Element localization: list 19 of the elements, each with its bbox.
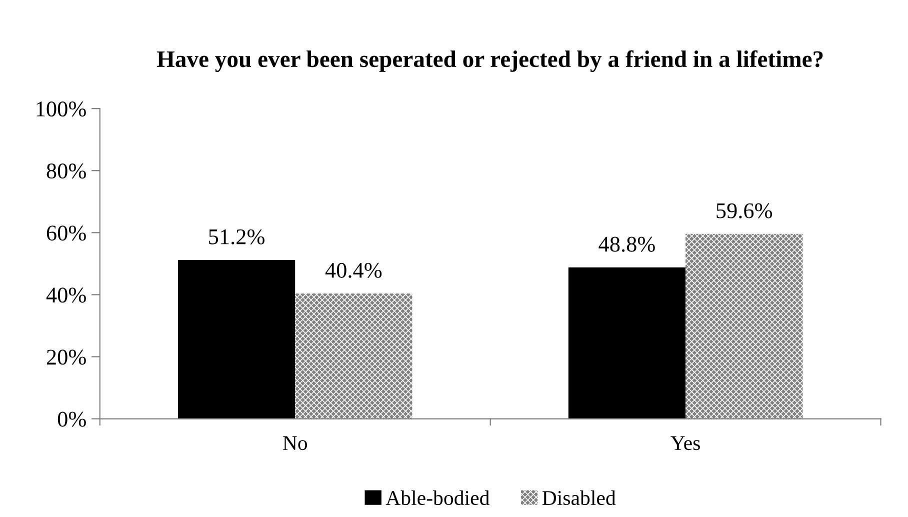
y-tick-label: 60% xyxy=(46,226,86,241)
data-label: 51.2% xyxy=(209,229,264,244)
y-tick-label: 80% xyxy=(46,164,86,179)
y-tick-label: 100% xyxy=(36,102,86,117)
x-tick-label: Yes xyxy=(670,436,700,450)
legend-label: Able-bodied xyxy=(386,490,490,506)
legend-label: Disabled xyxy=(542,490,616,506)
data-label: 48.8% xyxy=(598,236,655,252)
y-tick-label: 40% xyxy=(46,288,86,303)
bar xyxy=(295,293,412,419)
data-label: 40.4% xyxy=(325,262,382,278)
y-tick-label: 0% xyxy=(58,412,86,427)
y-tick-label: 20% xyxy=(46,350,86,365)
bar xyxy=(568,267,686,419)
x-tick-label: No xyxy=(282,436,308,450)
bar xyxy=(178,260,296,419)
bar xyxy=(686,234,803,419)
chart-title: Have you ever been seperated or rejected by a friend in a lifetime? xyxy=(156,50,823,72)
data-label: 59.6% xyxy=(716,203,772,218)
